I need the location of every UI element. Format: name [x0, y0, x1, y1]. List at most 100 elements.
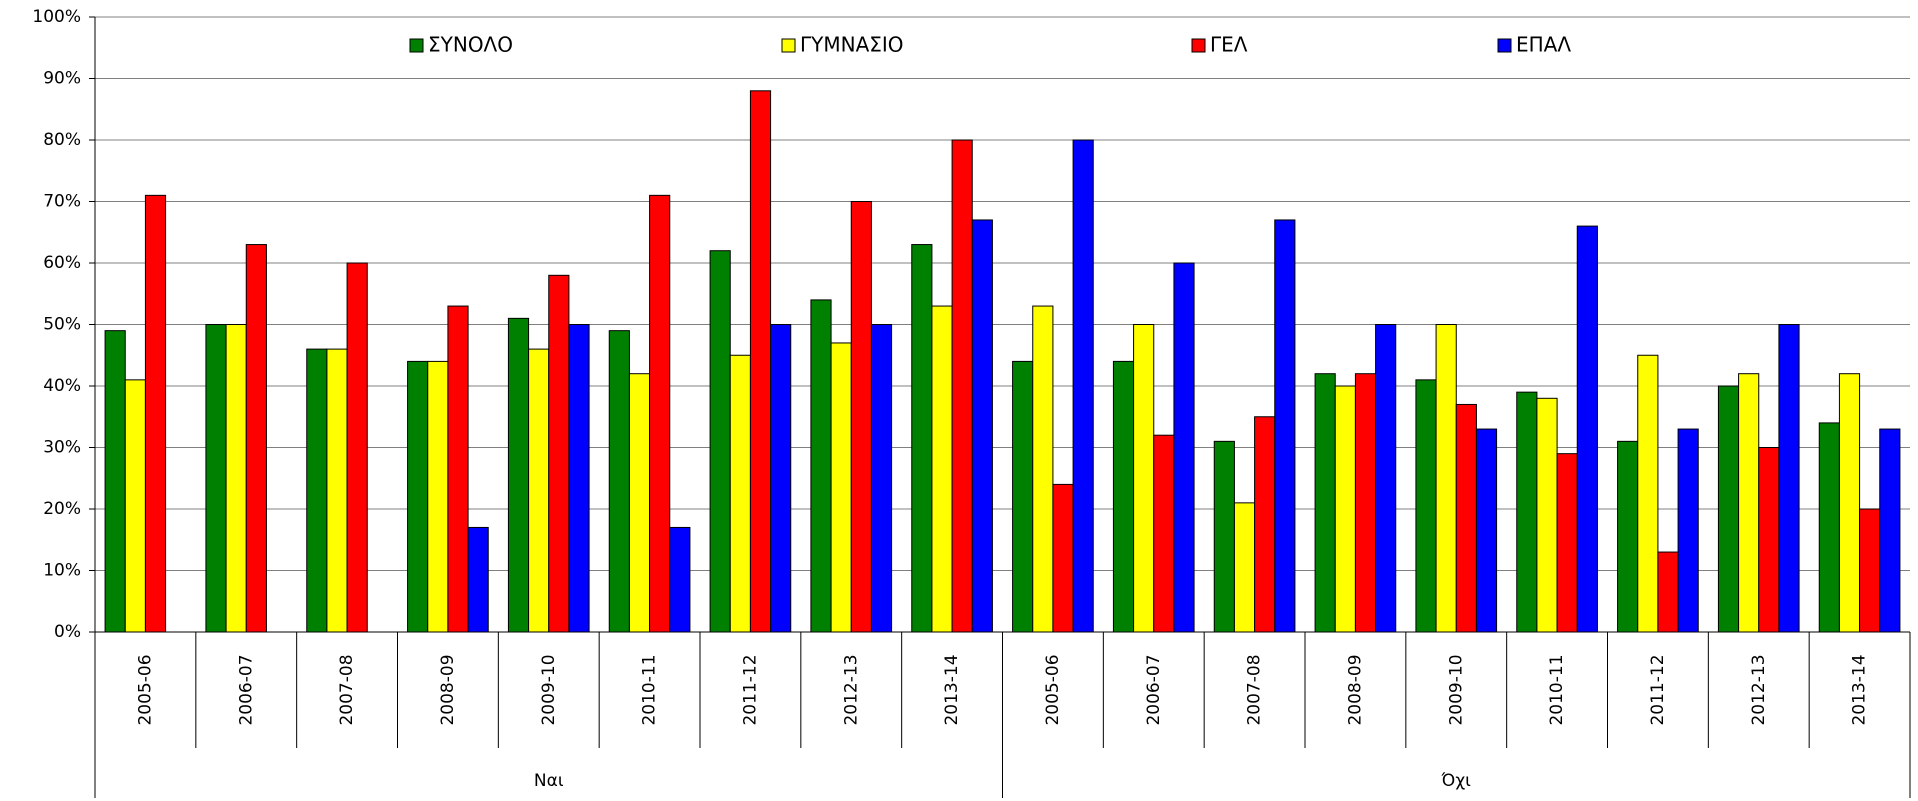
group-label: Όχι	[1441, 771, 1472, 791]
bar	[608, 330, 630, 633]
bar	[931, 305, 953, 633]
bar	[507, 317, 530, 633]
legend-swatch	[409, 38, 424, 53]
bar	[669, 526, 691, 633]
y-tick-label: 10%	[43, 561, 81, 581]
bar	[1375, 324, 1397, 633]
bar	[1435, 324, 1457, 633]
bar	[749, 90, 772, 633]
bar	[1475, 428, 1498, 633]
bar	[649, 194, 671, 633]
x-tick-label: 2005-06	[1043, 654, 1063, 725]
bar	[1818, 422, 1840, 633]
bar	[1072, 139, 1094, 633]
x-tick-label: 2013-14	[1850, 654, 1870, 725]
bar	[1153, 434, 1175, 633]
bar	[1415, 379, 1437, 633]
bar	[1637, 354, 1659, 633]
x-tick-label: 2007-08	[1245, 654, 1265, 725]
bar	[1677, 428, 1699, 633]
x-tick-label: 2013-14	[942, 654, 962, 725]
x-tick-label: 2010-11	[640, 654, 660, 725]
x-tick-label: 2008-09	[438, 654, 458, 725]
bar	[1012, 360, 1034, 633]
bar	[870, 324, 893, 633]
y-tick-label: 90%	[43, 69, 81, 89]
y-tick-label: 30%	[43, 438, 81, 458]
bar	[850, 201, 872, 633]
legend-swatch	[1497, 38, 1512, 53]
bar	[306, 348, 328, 633]
bar	[1738, 373, 1760, 633]
bar	[1516, 391, 1538, 633]
bar	[568, 324, 590, 633]
y-tick-label: 0%	[54, 622, 81, 642]
bar	[1838, 373, 1861, 633]
y-tick-label: 70%	[43, 192, 81, 212]
bar	[1657, 551, 1679, 633]
x-tick-label: 2012-13	[841, 654, 861, 725]
bar	[1536, 397, 1558, 633]
bar	[1859, 508, 1881, 633]
bar	[1052, 483, 1074, 633]
bar	[326, 348, 348, 633]
bar	[1133, 324, 1155, 633]
bar	[1879, 428, 1901, 633]
bar	[407, 360, 429, 633]
bar	[770, 324, 792, 633]
bar	[1758, 447, 1780, 633]
x-tick-label: 2012-13	[1749, 654, 1769, 725]
x-tick-label: 2009-10	[1446, 654, 1466, 725]
x-tick-label: 2011-12	[1648, 654, 1668, 725]
bar	[144, 194, 167, 633]
bar	[709, 250, 731, 633]
x-tick-label: 2005-06	[135, 654, 155, 725]
bar	[1274, 219, 1296, 633]
bar	[628, 373, 651, 633]
y-tick-label: 50%	[43, 315, 81, 335]
x-tick-label: 2009-10	[539, 654, 559, 725]
y-tick-label: 60%	[43, 253, 81, 273]
bar	[124, 379, 146, 633]
bar	[729, 354, 751, 633]
bar	[830, 342, 852, 633]
bar	[810, 299, 832, 633]
bar	[1334, 385, 1356, 633]
bar	[1556, 453, 1578, 633]
bar	[971, 219, 993, 633]
bar	[467, 526, 489, 633]
bar	[1233, 502, 1256, 633]
legend-label: ΣΥΝΟΛΟ	[428, 33, 513, 57]
y-tick-label: 80%	[43, 130, 81, 150]
bar	[528, 348, 550, 633]
bar	[951, 139, 973, 633]
bar	[1354, 373, 1377, 633]
legend-swatch	[1191, 38, 1206, 53]
bar	[1173, 262, 1195, 633]
x-tick-label: 2011-12	[740, 654, 760, 725]
bar	[911, 244, 933, 633]
x-tick-label: 2008-09	[1345, 654, 1365, 725]
x-tick-label: 2006-07	[236, 654, 256, 725]
x-tick-label: 2006-07	[1144, 654, 1164, 725]
bar	[205, 324, 227, 633]
bar	[346, 262, 368, 633]
legend-label: ΓΕΛ	[1210, 33, 1248, 57]
bar	[1213, 440, 1235, 633]
bar	[1455, 403, 1477, 633]
bar	[1576, 225, 1598, 633]
bar	[1778, 324, 1800, 633]
legend-label: ΕΠΑΛ	[1516, 33, 1571, 57]
bar	[1032, 305, 1054, 633]
bar	[548, 274, 570, 633]
bar	[225, 324, 247, 633]
y-tick-label: 20%	[43, 499, 81, 519]
bar	[1314, 373, 1336, 633]
legend-label: ΓΥΜΝΑΣΙΟ	[800, 33, 904, 57]
x-tick-label: 2007-08	[337, 654, 357, 725]
group-label: Ναι	[534, 771, 564, 791]
legend-swatch	[781, 38, 796, 53]
bar	[1617, 440, 1639, 633]
bar	[1112, 360, 1135, 633]
bar	[427, 360, 449, 633]
